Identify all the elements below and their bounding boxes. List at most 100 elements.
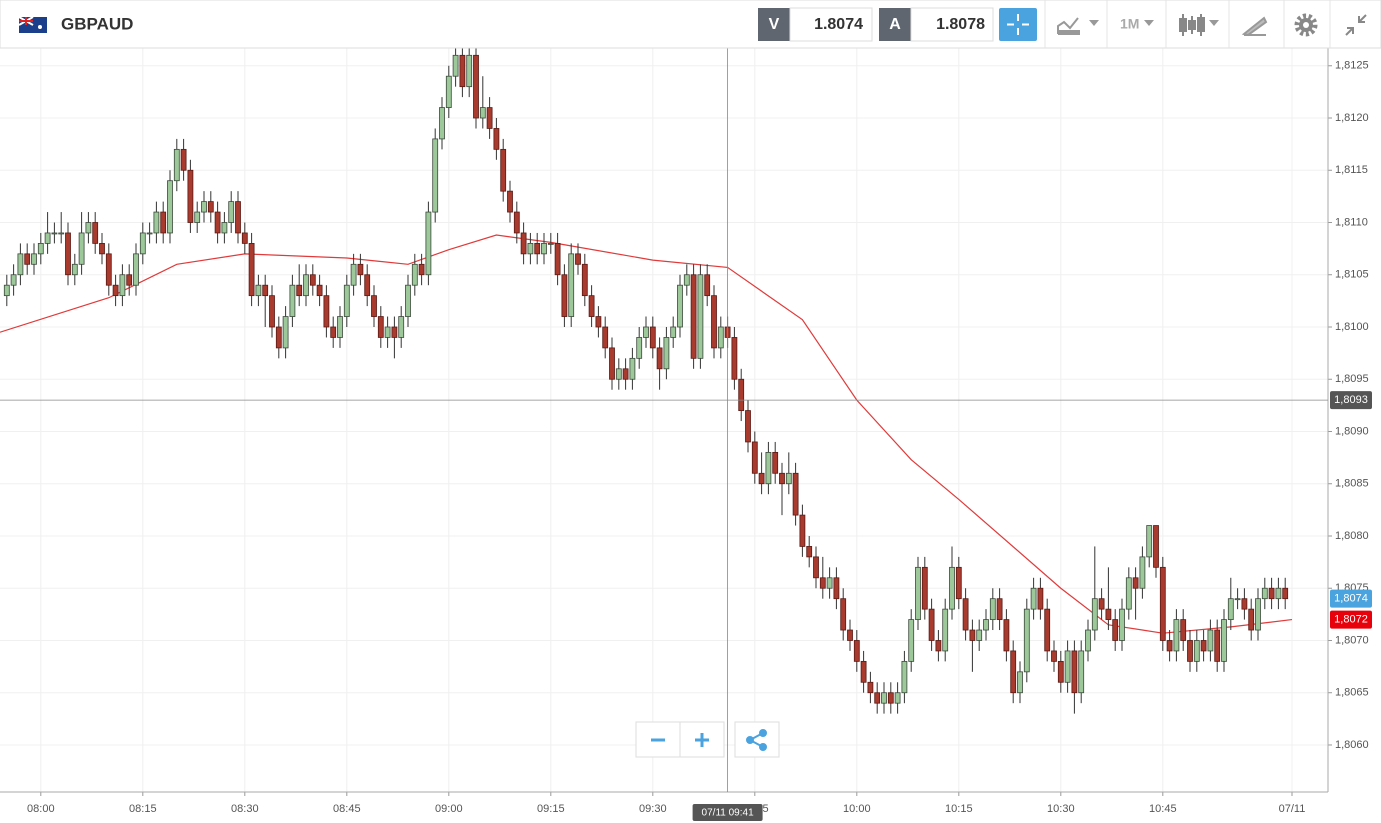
candle-body [330, 326, 337, 338]
ask-badge[interactable] [879, 8, 911, 41]
timeframe[interactable]: 1M [1120, 16, 1139, 32]
candle-body [255, 284, 262, 297]
candle-body [282, 316, 289, 349]
ask-box[interactable] [910, 7, 994, 42]
candle-body [425, 211, 432, 276]
candle-body [1051, 650, 1057, 662]
candle-body [622, 368, 629, 380]
candle-body [241, 232, 248, 244]
crosshair-x-label: 07/11 09:41 [702, 808, 755, 819]
candle-body [976, 629, 983, 641]
candle-body [303, 274, 309, 297]
candle-body [1261, 587, 1268, 600]
collapse-button[interactable] [1345, 14, 1367, 36]
candle-body [561, 274, 568, 317]
ask-label: A [889, 16, 901, 33]
candle-body [316, 284, 323, 297]
candle-body [146, 232, 153, 235]
candle-body [581, 263, 588, 297]
candle-body [92, 222, 99, 244]
candle-body [921, 566, 928, 610]
candle-body [105, 253, 112, 286]
candle-body [289, 284, 296, 317]
candle-body [398, 316, 405, 338]
candle-body [173, 148, 180, 182]
share-icon [746, 729, 767, 751]
candle-type-button[interactable] [1179, 14, 1219, 36]
candle-body [792, 472, 799, 516]
price-tag-label: 1,8074 [1334, 593, 1368, 605]
candle-body [439, 107, 445, 140]
price-tag [1330, 589, 1372, 608]
bid-badge[interactable] [758, 8, 790, 41]
candle-body [432, 138, 439, 213]
candle-body [1105, 608, 1112, 620]
candle-body [554, 243, 561, 276]
candle-body [1166, 640, 1173, 652]
candle-body [547, 243, 554, 245]
candle-body [364, 274, 371, 297]
candle-body [1193, 640, 1200, 662]
candle-body [486, 107, 493, 129]
candle-body [1180, 619, 1187, 641]
candle-body [78, 232, 85, 265]
x-tick-label: 10:45 [1149, 803, 1177, 815]
candle-body [513, 211, 520, 234]
moving-average [0, 234, 1293, 634]
candle-body [119, 274, 126, 297]
candle-body [541, 243, 547, 255]
candle-body [507, 190, 513, 213]
candle-body [214, 211, 221, 234]
candle-body [887, 692, 894, 704]
candle-body [1268, 587, 1275, 600]
bid-box[interactable] [789, 7, 873, 42]
bid-price: 1.8074 [814, 16, 863, 33]
symbol: GBPAUD [61, 14, 133, 33]
draw-tool-button[interactable] [1241, 16, 1268, 37]
chart-type-button[interactable] [1057, 17, 1099, 35]
candle-body [833, 577, 840, 600]
candle-body [874, 692, 881, 704]
candle-body [459, 54, 466, 88]
candle-body [58, 232, 65, 235]
y-tick-label: 1,8110 [1335, 216, 1368, 228]
candle-body [996, 598, 1003, 620]
x-tick-label: 10:30 [1047, 803, 1075, 815]
crosshair-y-label: 1,8093 [1334, 394, 1368, 406]
candle-body [901, 660, 908, 694]
candle-body [1125, 577, 1132, 610]
y-tick-label: 1,8095 [1335, 373, 1369, 385]
candle-body [915, 566, 921, 620]
candle-body [1187, 640, 1193, 662]
price-tag [1330, 610, 1372, 629]
settings-button[interactable] [1294, 13, 1318, 37]
candle-body [609, 347, 615, 380]
candle-body [704, 274, 711, 297]
plot-area: 1,80601,80651,80701,80751,80801,80851,80… [0, 44, 1372, 821]
candle-body [411, 263, 418, 286]
zoom-in[interactable] [695, 733, 709, 747]
y-tick-label: 1,8090 [1335, 425, 1369, 437]
candle-body [643, 326, 649, 338]
candle-body [738, 378, 745, 411]
y-tick-label: 1,8105 [1335, 269, 1369, 281]
x-tick-label: 08:45 [333, 803, 361, 815]
candle-body [697, 274, 704, 359]
x-tick-label: 08:00 [27, 803, 55, 815]
candle-body [1282, 587, 1289, 600]
candle-body [343, 284, 350, 317]
y-tick-label: 1,8070 [1335, 634, 1369, 646]
candle-body [1098, 598, 1105, 610]
candle-body [1255, 598, 1261, 631]
x-tick-label: 10:00 [843, 803, 871, 815]
candle-body [1003, 619, 1010, 652]
share-button[interactable] [734, 721, 780, 758]
x-tick-label: 09:00 [435, 803, 463, 815]
crosshair-button[interactable] [999, 8, 1037, 41]
x-tick-label: 10:15 [945, 803, 973, 815]
x-tick-label: 08:15 [129, 803, 157, 815]
x-tick-label: 07/11 [1279, 803, 1306, 815]
candle-body [629, 357, 636, 380]
candle-body [1085, 629, 1091, 652]
candle-body [207, 201, 214, 213]
